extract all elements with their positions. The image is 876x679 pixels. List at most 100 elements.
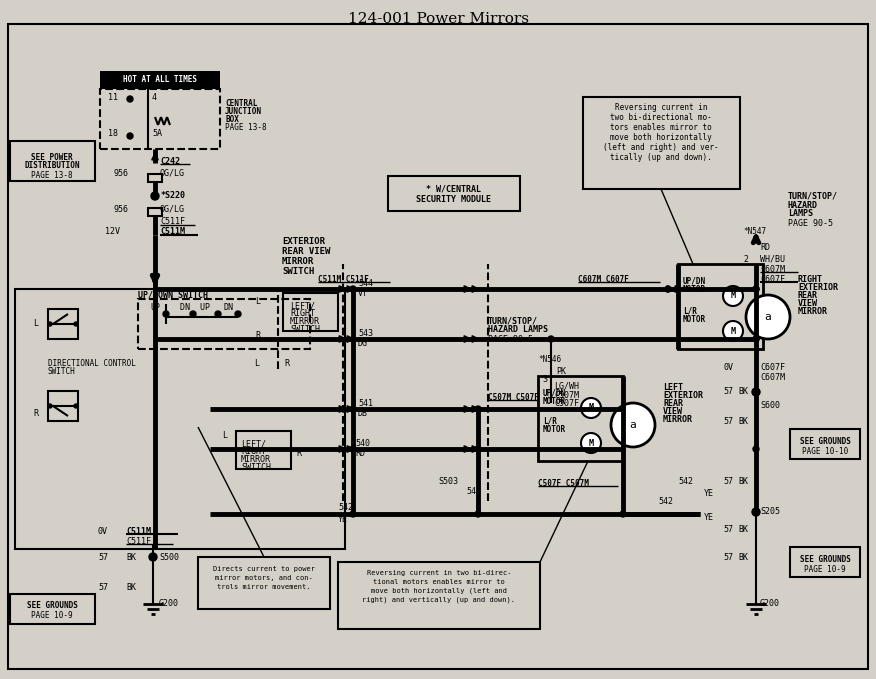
Text: VT: VT: [358, 289, 368, 299]
Text: OG/LG: OG/LG: [160, 204, 185, 213]
Circle shape: [475, 511, 481, 517]
Bar: [48, 309, 78, 339]
Circle shape: [74, 322, 78, 326]
Circle shape: [350, 406, 356, 412]
Text: 0V: 0V: [98, 526, 108, 536]
Text: 2: 2: [743, 255, 748, 263]
Circle shape: [127, 96, 133, 102]
Circle shape: [723, 286, 743, 306]
Text: SWITCH: SWITCH: [241, 464, 271, 473]
Text: SECURITY MODULE: SECURITY MODULE: [416, 196, 491, 204]
Text: HOT AT ALL TIMES: HOT AT ALL TIMES: [123, 75, 197, 84]
Text: M: M: [731, 327, 736, 335]
Text: C511F: C511F: [126, 536, 151, 545]
Text: C507M C507F: C507M C507F: [488, 392, 539, 401]
Text: 124-001 Power Mirrors: 124-001 Power Mirrors: [348, 12, 528, 26]
Text: DISTRIBUTION: DISTRIBUTION: [25, 162, 80, 170]
Bar: [148, 174, 162, 182]
Text: tically (up and down).: tically (up and down).: [610, 153, 712, 162]
Bar: [790, 429, 860, 459]
Circle shape: [753, 336, 759, 342]
Text: PAGE 90-5: PAGE 90-5: [488, 335, 533, 344]
Text: JUNCTION: JUNCTION: [225, 107, 262, 117]
Text: DN  UP: DN UP: [180, 303, 210, 312]
Text: REAR: REAR: [798, 291, 818, 299]
Text: tors enables mirror to: tors enables mirror to: [610, 122, 712, 132]
Text: 541: 541: [358, 399, 373, 407]
Text: move both horizontally (left and: move both horizontally (left and: [371, 588, 507, 594]
Text: a: a: [765, 312, 772, 322]
Text: M: M: [589, 439, 594, 447]
Bar: [198, 557, 330, 609]
Text: UP/DN: UP/DN: [543, 388, 566, 397]
Circle shape: [620, 511, 626, 517]
Text: RIGHT: RIGHT: [290, 310, 315, 318]
Bar: [100, 71, 220, 89]
Bar: [10, 594, 95, 624]
Text: 57: 57: [723, 388, 733, 397]
Text: BK: BK: [738, 477, 748, 485]
Text: G200: G200: [159, 600, 179, 608]
Text: L: L: [33, 320, 38, 329]
Circle shape: [149, 553, 157, 561]
Text: C607M: C607M: [760, 265, 785, 274]
Circle shape: [235, 311, 241, 317]
Text: SEE POWER: SEE POWER: [32, 153, 73, 162]
Text: MIRROR: MIRROR: [290, 318, 320, 327]
Bar: [283, 293, 338, 331]
Text: Reversing current in: Reversing current in: [615, 103, 707, 111]
Text: EXTERIOR: EXTERIOR: [798, 282, 838, 291]
Text: M: M: [731, 291, 736, 301]
Text: MIRROR: MIRROR: [798, 306, 828, 316]
Text: 542: 542: [678, 477, 693, 485]
Text: 57: 57: [723, 553, 733, 562]
Text: PAGE 10-9: PAGE 10-9: [32, 612, 73, 621]
Text: 542: 542: [658, 498, 673, 507]
Text: LAMPS: LAMPS: [788, 210, 813, 219]
Text: * W/CENTRAL: * W/CENTRAL: [427, 185, 482, 194]
Text: 956: 956: [113, 168, 128, 177]
Circle shape: [475, 446, 481, 452]
Circle shape: [752, 508, 760, 516]
Bar: [678, 264, 763, 349]
Circle shape: [74, 404, 78, 408]
Text: PAGE 10-10: PAGE 10-10: [802, 447, 848, 456]
Text: MOTOR: MOTOR: [683, 285, 706, 293]
Circle shape: [350, 511, 356, 517]
Text: L: L: [255, 297, 260, 306]
Circle shape: [752, 388, 760, 396]
Text: DB: DB: [358, 409, 368, 418]
Text: C242: C242: [160, 156, 180, 166]
Text: UP: UP: [150, 303, 160, 312]
Text: MOTOR: MOTOR: [543, 397, 566, 405]
Text: RIGHT: RIGHT: [798, 274, 823, 284]
Text: PAGE 13-8: PAGE 13-8: [32, 170, 73, 179]
Circle shape: [350, 286, 356, 292]
Text: TURN/STOP/: TURN/STOP/: [788, 191, 838, 200]
Text: RIGHT: RIGHT: [241, 447, 266, 456]
Circle shape: [190, 311, 196, 317]
Text: EXTERIOR: EXTERIOR: [282, 236, 325, 246]
Text: 542: 542: [338, 504, 353, 513]
Text: LEFT/: LEFT/: [241, 439, 266, 449]
Text: SWITCH: SWITCH: [48, 367, 75, 376]
Text: S600: S600: [760, 401, 780, 409]
Text: MOTOR: MOTOR: [683, 314, 706, 323]
Text: C507F C507M: C507F C507M: [538, 479, 589, 488]
Text: 12V: 12V: [105, 227, 120, 236]
Text: R: R: [284, 359, 289, 369]
Circle shape: [475, 406, 481, 412]
Text: two bi-directional mo-: two bi-directional mo-: [610, 113, 712, 122]
Circle shape: [215, 311, 221, 317]
Text: UP/DOWN SWITCH: UP/DOWN SWITCH: [138, 291, 208, 299]
Text: L: L: [254, 359, 259, 369]
Text: MIRROR: MIRROR: [282, 257, 314, 265]
Circle shape: [723, 321, 743, 341]
Text: LEFT: LEFT: [663, 382, 683, 392]
Text: move both horizontally: move both horizontally: [610, 132, 712, 141]
Text: mirror motors, and con-: mirror motors, and con-: [215, 575, 313, 581]
Text: C507F: C507F: [554, 399, 579, 407]
Circle shape: [753, 336, 759, 342]
Bar: [790, 547, 860, 577]
Text: WH/BU: WH/BU: [760, 255, 785, 263]
